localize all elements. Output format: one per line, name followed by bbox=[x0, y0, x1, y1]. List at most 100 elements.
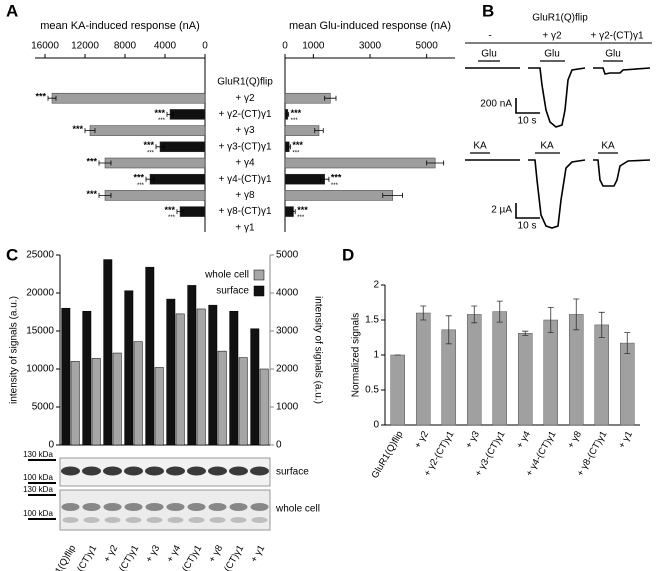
x-tick-label: + γ1 bbox=[616, 429, 635, 450]
bar bbox=[208, 304, 218, 446]
bar bbox=[517, 333, 533, 426]
error-bar bbox=[155, 144, 165, 150]
x-tick-label: + γ3 bbox=[463, 429, 482, 450]
error-bar bbox=[624, 332, 631, 354]
agonist-label: Glu bbox=[605, 49, 621, 60]
bar bbox=[187, 285, 197, 446]
significance-parent: *** bbox=[291, 118, 299, 124]
significance-parent: *** bbox=[168, 215, 176, 221]
bar bbox=[82, 310, 92, 446]
bar bbox=[284, 157, 436, 169]
bar bbox=[104, 190, 206, 201]
y2-tick-label: 0 bbox=[276, 440, 282, 451]
blot-band bbox=[62, 517, 79, 523]
significance-parent: *** bbox=[331, 183, 339, 189]
error-bar bbox=[84, 128, 96, 134]
blot-band bbox=[250, 503, 269, 511]
bar bbox=[238, 357, 248, 446]
error-bar bbox=[598, 311, 605, 338]
significance: *** bbox=[154, 108, 165, 118]
bar bbox=[217, 350, 227, 446]
blot-label: whole cell bbox=[275, 504, 320, 515]
significance: *** bbox=[297, 205, 308, 215]
x-tick-label: GluR1(Q)flip bbox=[42, 543, 78, 571]
bar bbox=[103, 259, 113, 446]
x-tick-label: 16000 bbox=[31, 41, 59, 52]
bar bbox=[149, 173, 206, 185]
error-bar bbox=[496, 300, 503, 323]
marker-label: 130 kDa bbox=[23, 450, 53, 459]
bar bbox=[390, 354, 406, 426]
error-bar bbox=[286, 111, 290, 117]
blot-band bbox=[209, 517, 226, 523]
trace bbox=[593, 159, 651, 187]
x-axis-title: mean KA-induced response (nA) bbox=[40, 20, 200, 32]
y-axis-title: Normalized signals bbox=[351, 313, 362, 397]
bar bbox=[133, 341, 143, 446]
y-tick-label: 5000 bbox=[32, 402, 55, 413]
traces-panel: GluR1(Q)flip - + γ2 + γ2-(CT)γ1 Glu Glu … bbox=[465, 13, 652, 232]
x-tick-label: 0 bbox=[282, 41, 288, 52]
bar bbox=[166, 298, 176, 446]
error-bar bbox=[320, 176, 330, 182]
panel-label: B bbox=[482, 1, 494, 20]
x-tick-label: 0 bbox=[202, 41, 208, 52]
y-tick-label: 1 bbox=[373, 350, 379, 361]
bar bbox=[619, 342, 635, 426]
bar bbox=[124, 290, 134, 446]
significance: *** bbox=[35, 92, 46, 102]
legend-swatch bbox=[253, 285, 265, 297]
x-tick-label: 3000 bbox=[359, 41, 382, 52]
x-tick-label: 1000 bbox=[302, 41, 325, 52]
blot-band bbox=[166, 503, 185, 511]
category-label: + γ4-(CT)γ1 bbox=[218, 174, 272, 185]
error-bar bbox=[522, 330, 529, 336]
x-tick-label: GluR1(Q)flip bbox=[370, 429, 406, 480]
marker-label: 100 kDa bbox=[23, 473, 53, 482]
panel-label: A bbox=[6, 1, 18, 20]
scale-label: 200 nA bbox=[480, 99, 512, 110]
blot-band bbox=[83, 517, 100, 523]
blot-band bbox=[229, 466, 248, 476]
x-tick-label: 8000 bbox=[114, 41, 137, 52]
bar bbox=[284, 92, 331, 104]
error-bar bbox=[324, 95, 337, 101]
error-bar bbox=[287, 144, 291, 150]
y-tick-label: 20000 bbox=[26, 288, 54, 299]
error-bar bbox=[426, 160, 445, 166]
blot-band bbox=[167, 517, 184, 523]
blot-band bbox=[82, 466, 101, 476]
x-tick-label: + γ4 bbox=[165, 543, 184, 564]
bar bbox=[112, 352, 122, 446]
bar bbox=[284, 190, 393, 201]
error-bar bbox=[471, 305, 478, 324]
blot-band bbox=[188, 517, 205, 523]
blot-band bbox=[145, 466, 164, 476]
y-tick-label: 15000 bbox=[26, 326, 54, 337]
bar bbox=[543, 319, 559, 426]
error-bar bbox=[382, 192, 403, 198]
significance: *** bbox=[143, 140, 154, 150]
y-axis-title: intensity of signals (a.u.) bbox=[9, 296, 20, 404]
agonist-label: Glu bbox=[481, 49, 497, 60]
bar bbox=[91, 358, 101, 446]
bar bbox=[284, 173, 325, 185]
panel-label: D bbox=[342, 245, 354, 264]
error-bar bbox=[420, 305, 427, 321]
y2-tick-label: 2000 bbox=[276, 364, 299, 375]
error-bar bbox=[445, 315, 452, 345]
agonist-label: KA bbox=[473, 141, 487, 152]
x-tick-label: + γ1 bbox=[249, 543, 268, 564]
significance-parent: *** bbox=[147, 150, 155, 156]
y2-tick-label: 5000 bbox=[276, 250, 299, 261]
bar bbox=[568, 314, 584, 426]
blot-band bbox=[166, 466, 185, 476]
marker-label: 130 kDa bbox=[23, 485, 53, 494]
scale-label: 2 µA bbox=[491, 205, 512, 216]
blot-band bbox=[124, 466, 143, 476]
error-bar bbox=[176, 209, 184, 215]
bar bbox=[284, 125, 320, 136]
blot-band bbox=[251, 517, 268, 523]
y2-tick-label: 3000 bbox=[276, 326, 299, 337]
blot-band bbox=[125, 517, 142, 523]
